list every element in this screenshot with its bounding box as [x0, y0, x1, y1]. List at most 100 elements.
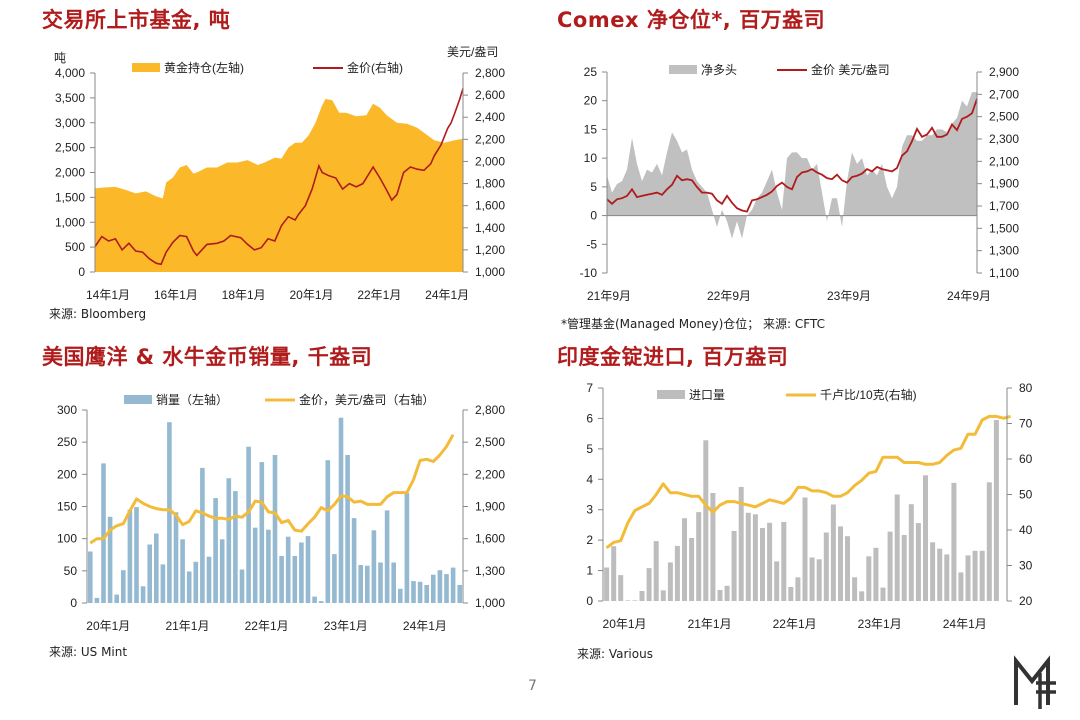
x-tick-label: 22年1月: [357, 288, 401, 302]
legend-swatch: [657, 390, 685, 399]
import-bar: [781, 521, 787, 601]
sales-bar: [180, 539, 185, 603]
x-tick-label: 24年1月: [403, 619, 447, 633]
x-tick-label: 20年1月: [289, 288, 333, 302]
import-bar: [653, 541, 659, 601]
inr-gold-price-line: [605, 414, 1011, 549]
left-tick-label: 150: [57, 500, 77, 514]
right-tick-label: 20: [1019, 594, 1033, 608]
left-tick-label: 4: [586, 472, 593, 486]
right-tick-label: 2,700: [989, 87, 1019, 101]
import-bar: [873, 547, 879, 602]
right-tick-label: 2,800: [475, 66, 505, 80]
left-tick-label: 300: [57, 403, 77, 417]
right-tick-label: 40: [1019, 523, 1033, 537]
left-tick-label: 100: [57, 532, 77, 546]
sales-bar: [312, 596, 317, 603]
import-bar: [887, 531, 893, 601]
right-tick-label: 1,600: [475, 199, 505, 213]
sales-bar: [101, 463, 106, 603]
right-tick-label: 50: [1019, 488, 1033, 502]
left-tick-label: 7: [586, 381, 593, 395]
source-note-etf: 来源: Bloomberg: [49, 307, 147, 321]
sales-bar: [279, 556, 284, 603]
panel-title-comex: Comex 净仓位*, 百万盎司: [557, 8, 826, 32]
x-tick-label: 22年1月: [245, 619, 289, 633]
sales-bar: [450, 567, 456, 603]
import-bar: [710, 493, 716, 601]
import-bar: [660, 590, 666, 601]
gold-holdings-area: [95, 98, 463, 273]
legend-label: 黄金持仓(左轴): [164, 60, 244, 75]
import-bar: [696, 512, 702, 601]
x-tick-label: 24年1月: [943, 617, 987, 631]
legend-label: 净多头: [701, 63, 737, 77]
import-bar: [632, 600, 638, 601]
right-axis-unit: 美元/盎司: [447, 45, 498, 59]
source-note-india: 来源: Various: [577, 647, 653, 661]
left-tick-label: 2: [586, 533, 593, 547]
import-bar: [625, 600, 631, 601]
sales-bar: [239, 569, 245, 603]
import-bar: [604, 567, 610, 601]
import-bar: [717, 590, 723, 601]
legend-label: 金价，美元/盎司（右轴）: [299, 392, 434, 407]
import-bar: [901, 535, 907, 601]
right-tick-label: 1,800: [475, 177, 505, 191]
sales-bar: [160, 564, 166, 603]
import-bar: [894, 494, 900, 601]
import-bar: [745, 512, 751, 601]
import-bar: [986, 482, 992, 601]
sales-bar: [186, 571, 192, 603]
sales-bar: [107, 516, 113, 603]
sales-bar: [345, 455, 350, 603]
import-bar: [866, 556, 872, 601]
left-tick-label: -5: [586, 237, 597, 251]
right-tick-label: 1,200: [475, 243, 505, 257]
left-tick-label: 0: [78, 265, 85, 279]
import-bar: [816, 559, 822, 601]
import-bar: [845, 536, 850, 601]
right-tick-label: 60: [1019, 452, 1033, 466]
sales-bar: [371, 530, 377, 603]
right-tick-label: 2,500: [989, 110, 1019, 124]
sales-bar: [338, 417, 344, 603]
sales-bar: [252, 527, 258, 603]
source-note-us-mint: 来源: US Mint: [49, 645, 128, 659]
import-bar: [795, 577, 801, 601]
sales-bar: [134, 507, 139, 603]
import-bar: [979, 550, 985, 601]
x-tick-label: 24年9月: [947, 289, 991, 303]
us-mint-coin-sales-chart: 0 50 100 150 200 250 300 1,000 1,300 1,600 1,900 2,…: [57, 392, 505, 633]
sales-bar: [94, 597, 100, 603]
panel-title-us-mint: 美国鹰洋 & 水牛金币销量, 千盎司: [42, 345, 373, 369]
legend-label: 千卢比/10克(右轴): [820, 387, 917, 402]
sales-bar: [147, 544, 152, 603]
left-tick-label: 10: [584, 151, 598, 165]
net-long-area: [607, 92, 977, 239]
left-tick-label: -10: [580, 266, 598, 280]
sales-bar: [292, 556, 298, 603]
import-bar: [852, 577, 858, 601]
x-tick-label: 21年1月: [165, 619, 209, 633]
panel-title-etf: 交易所上市基金, 吨: [42, 8, 231, 32]
right-tick-label: 2,900: [989, 65, 1019, 79]
sales-bar: [378, 562, 383, 603]
import-bar: [760, 528, 765, 601]
right-tick-label: 2,400: [475, 110, 505, 124]
right-tick-label: 1,300: [989, 244, 1019, 258]
etf-holdings-chart: 0 500 1,000 1,500 2,000 2,500 3,000 3,500 4,000 1…: [54, 45, 505, 302]
legend-swatch: [124, 395, 152, 404]
left-tick-label: 0: [70, 596, 77, 610]
left-tick-label: 2,500: [55, 141, 85, 155]
x-tick-label: 16年1月: [154, 288, 198, 302]
right-tick-label: 2,800: [475, 403, 505, 417]
import-bar: [930, 542, 936, 601]
import-bar: [639, 591, 645, 601]
sales-bar: [424, 585, 429, 603]
import-bar: [830, 504, 836, 601]
import-bar: [674, 545, 680, 601]
sales-bar: [272, 455, 278, 603]
import-bar: [724, 585, 730, 601]
sales-bar: [88, 551, 93, 603]
